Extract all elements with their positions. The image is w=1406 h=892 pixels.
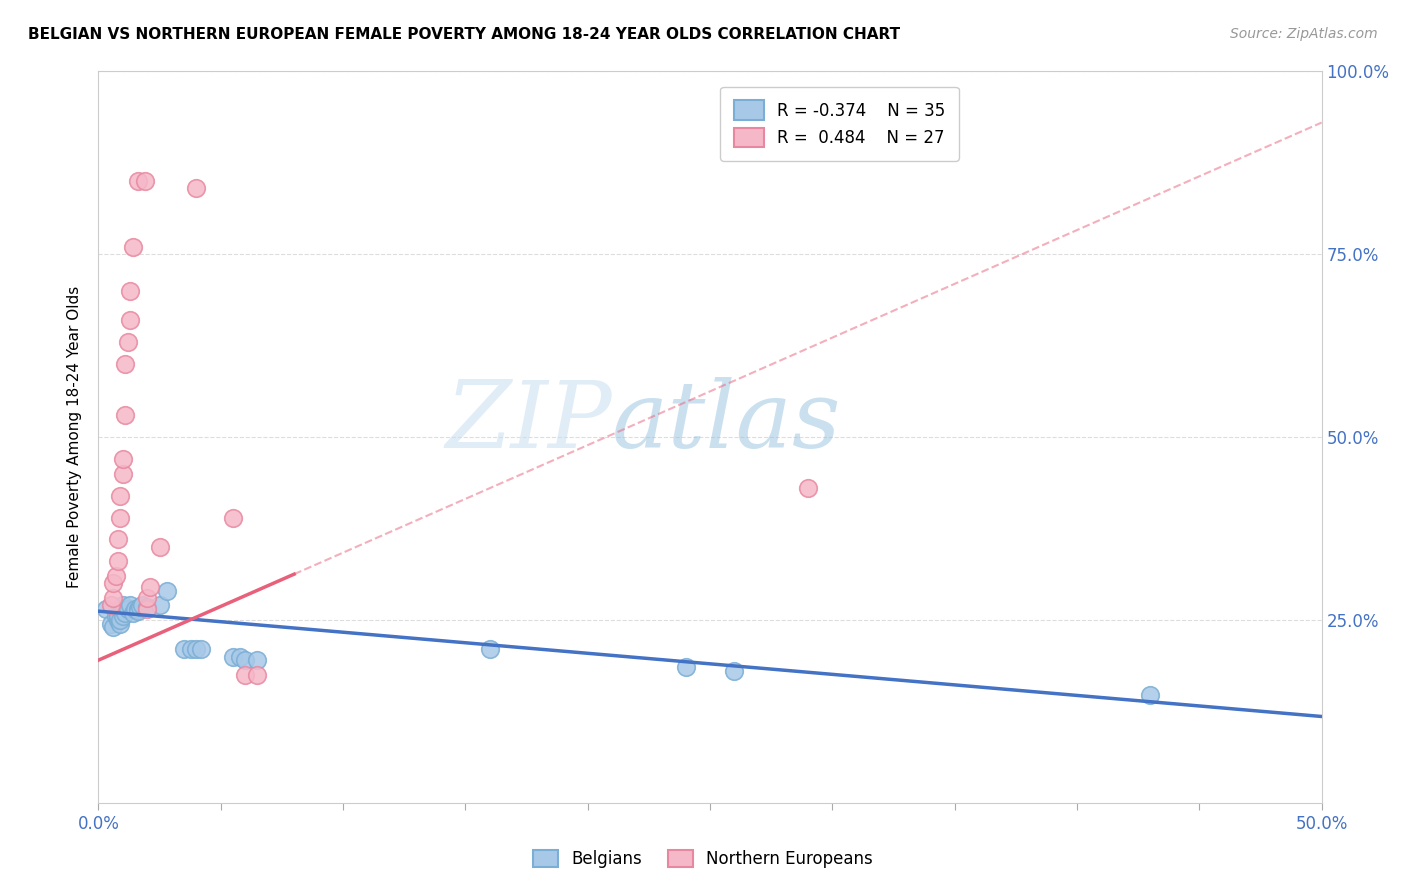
Point (100, 599, 122, 613)
Point (110, 613, 132, 627)
Point (129, 599, 152, 614)
Point (723, 664, 745, 678)
Point (180, 642, 202, 657)
Point (107, 613, 129, 627)
Point (114, 357, 136, 371)
Point (127, 174, 149, 188)
Point (186, 181, 208, 195)
Point (127, 602, 149, 616)
Point (120, 313, 142, 327)
Point (101, 576, 124, 591)
Point (111, 599, 134, 613)
Point (675, 660, 697, 674)
Point (110, 510, 132, 524)
Point (139, 580, 162, 594)
Point (136, 599, 159, 614)
Point (229, 649, 252, 664)
Point (120, 599, 142, 613)
Point (246, 653, 269, 667)
Point (246, 667, 269, 681)
Point (233, 667, 256, 681)
Point (121, 606, 143, 620)
Point (124, 602, 146, 616)
Point (149, 599, 172, 613)
Point (101, 591, 124, 605)
Text: BELGIAN VS NORTHERN EUROPEAN FEMALE POVERTY AMONG 18-24 YEAR OLDS CORRELATION CH: BELGIAN VS NORTHERN EUROPEAN FEMALE POVE… (28, 27, 900, 42)
Point (173, 642, 195, 657)
Y-axis label: Female Poverty Among 18-24 Year Olds: Female Poverty Among 18-24 Year Olds (67, 286, 83, 588)
Point (120, 284, 142, 298)
Point (114, 606, 136, 620)
Point (136, 591, 159, 605)
Point (111, 609, 134, 624)
Point (190, 642, 212, 657)
Point (134, 174, 156, 188)
Point (222, 649, 245, 664)
Point (222, 510, 245, 524)
Point (94, 602, 117, 616)
Point (104, 569, 127, 583)
Point (100, 616, 122, 631)
Point (131, 599, 153, 613)
Legend: Belgians, Northern Europeans: Belgians, Northern Europeans (527, 843, 879, 875)
Text: ZIP: ZIP (446, 377, 612, 467)
Point (110, 616, 132, 631)
Point (107, 609, 129, 624)
Text: atlas: atlas (612, 377, 842, 467)
Point (478, 642, 501, 657)
Point (117, 334, 139, 349)
Point (111, 452, 134, 467)
Point (121, 240, 143, 254)
Point (117, 602, 139, 616)
Point (127, 604, 149, 618)
Point (233, 653, 256, 667)
Point (104, 609, 127, 624)
Point (107, 533, 129, 547)
Point (107, 554, 129, 568)
Point (136, 602, 159, 616)
Point (149, 540, 172, 554)
Point (186, 642, 208, 657)
Point (1139, 688, 1161, 702)
Legend: R = -0.374    N = 35, R =  0.484    N = 27: R = -0.374 N = 35, R = 0.484 N = 27 (720, 87, 959, 161)
Point (101, 620, 124, 634)
Point (111, 467, 134, 481)
Point (110, 489, 132, 503)
Point (156, 583, 179, 598)
Text: Source: ZipAtlas.com: Source: ZipAtlas.com (1230, 27, 1378, 41)
Point (111, 602, 134, 616)
Point (114, 408, 136, 422)
Point (797, 481, 820, 495)
